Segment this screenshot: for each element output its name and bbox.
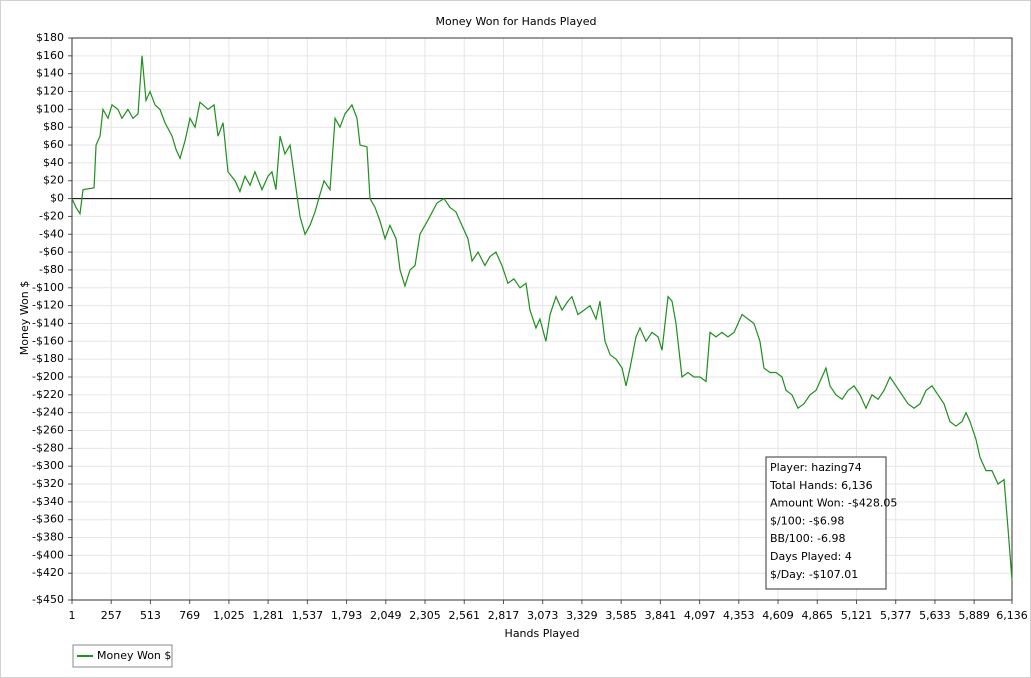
- x-tick-label: 2,817: [488, 609, 520, 622]
- x-tick-label: 769: [179, 609, 200, 622]
- x-axis-title: Hands Played: [505, 627, 580, 640]
- y-tick-label: -$380: [32, 531, 64, 544]
- x-tick-label: 4,865: [802, 609, 834, 622]
- y-tick-label: $160: [36, 49, 64, 62]
- y-tick-label: -$360: [32, 513, 64, 526]
- x-tick-label: 257: [101, 609, 122, 622]
- y-axis-title: Money Won $: [18, 281, 31, 355]
- y-tick-label: $60: [43, 138, 64, 151]
- y-tick-label: $100: [36, 102, 64, 115]
- y-tick-label: -$160: [32, 334, 64, 347]
- y-tick-label: $80: [43, 120, 64, 133]
- y-tick-label: -$450: [32, 593, 64, 606]
- legend-box: [72, 644, 173, 668]
- x-tick-label: 5,121: [841, 609, 873, 622]
- y-tick-label: -$180: [32, 352, 64, 365]
- series-line: [71, 55, 1013, 581]
- x-tick-label: 6,136: [996, 609, 1028, 622]
- y-tick-label: -$260: [32, 424, 64, 437]
- x-tick-label: 1,281: [252, 609, 284, 622]
- x-tick-label: 1: [69, 609, 76, 622]
- y-tick-label: -$420: [32, 566, 64, 579]
- y-tick-label: $140: [36, 67, 64, 80]
- x-tick-label: 4,609: [762, 609, 794, 622]
- x-tick-label: 513: [140, 609, 161, 622]
- legend-label: Money Won $: [97, 649, 171, 662]
- y-tick-label: -$340: [32, 495, 64, 508]
- x-tick-label: 4,097: [684, 609, 716, 622]
- x-tick-label: 3,073: [527, 609, 559, 622]
- y-tick-label: -$120: [32, 299, 64, 312]
- plot-border: [71, 37, 1013, 601]
- y-tick-label: -$40: [39, 227, 64, 240]
- stats-line: Player: hazing74: [770, 461, 862, 474]
- y-tick-label: -$100: [32, 281, 64, 294]
- y-tick-label: -$320: [32, 477, 64, 490]
- y-tick-label: $180: [36, 31, 64, 44]
- x-tick-label: 3,841: [645, 609, 677, 622]
- x-tick-label: 1,537: [292, 609, 324, 622]
- stats-line: $/Day: -$107.01: [770, 568, 858, 581]
- x-tick-label: 2,049: [370, 609, 402, 622]
- y-tick-label: -$240: [32, 406, 64, 419]
- x-tick-label: 1,793: [331, 609, 363, 622]
- y-tick-label: -$200: [32, 370, 64, 383]
- stats-line: Days Played: 4: [770, 550, 852, 563]
- x-tick-label: 2,561: [448, 609, 480, 622]
- y-tick-label: -$280: [32, 441, 64, 454]
- stats-line: $/100: -$6.98: [770, 514, 844, 527]
- x-tick-label: 5,377: [880, 609, 912, 622]
- y-tick-label: -$400: [32, 548, 64, 561]
- y-tick-label: -$220: [32, 388, 64, 401]
- y-tick-label: $40: [43, 156, 64, 169]
- chart-title: Money Won for Hands Played: [436, 15, 597, 28]
- y-tick-label: -$140: [32, 316, 64, 329]
- y-tick-label: -$300: [32, 459, 64, 472]
- y-tick-label: $120: [36, 85, 64, 98]
- y-tick-label: $0: [50, 192, 64, 205]
- y-tick-label: -$20: [39, 209, 64, 222]
- x-tick-label: 3,329: [566, 609, 598, 622]
- x-tick-label: 2,305: [409, 609, 441, 622]
- y-tick-label: $20: [43, 174, 64, 187]
- x-tick-label: 5,633: [919, 609, 951, 622]
- stats-line: BB/100: -6.98: [770, 532, 845, 545]
- x-tick-label: 5,889: [958, 609, 990, 622]
- stats-line: Total Hands: 6,136: [769, 479, 873, 492]
- x-tick-label: 1,025: [213, 609, 245, 622]
- x-tick-label: 4,353: [723, 609, 755, 622]
- stats-line: Amount Won: -$428.05: [770, 497, 897, 510]
- x-tick-label: 3,585: [605, 609, 637, 622]
- y-tick-label: -$80: [39, 263, 64, 276]
- stats-box: [765, 456, 887, 590]
- y-tick-label: -$60: [39, 245, 64, 258]
